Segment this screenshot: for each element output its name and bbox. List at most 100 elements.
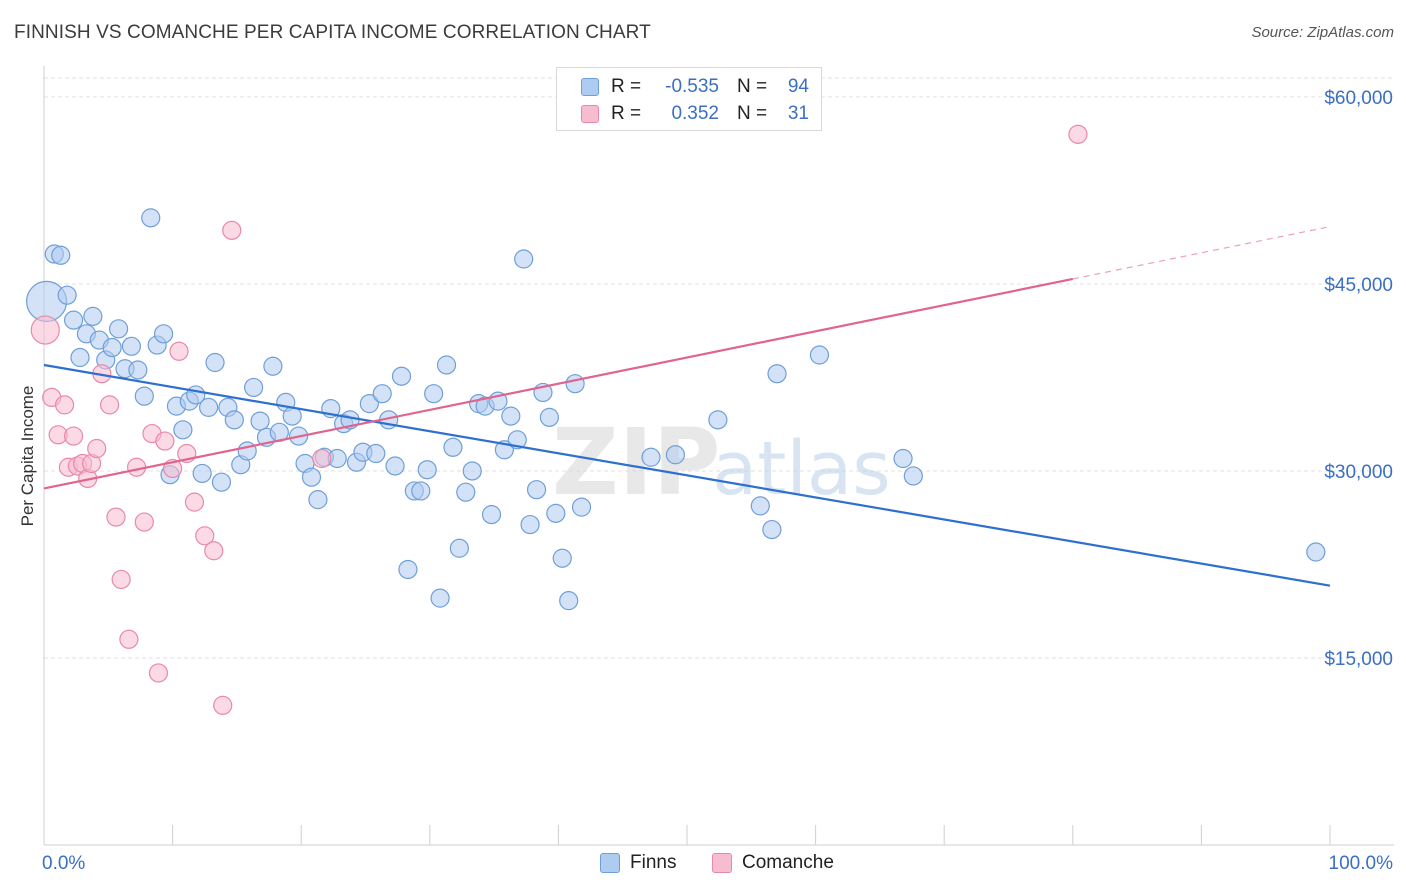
watermark-atlas: atlas <box>712 426 891 512</box>
finns-point <box>359 394 379 414</box>
finns-point <box>430 588 450 608</box>
finns-point <box>481 505 502 525</box>
trend-lines <box>43 226 1331 587</box>
finns-n-value: 94 <box>787 76 809 97</box>
comanche-point <box>111 569 131 590</box>
comanche-point <box>204 541 224 561</box>
legend-item-finns: Finns <box>600 852 676 874</box>
finns-point <box>128 360 148 380</box>
finns-point <box>546 503 566 523</box>
finns-point <box>385 456 405 476</box>
comanche-point <box>312 448 332 469</box>
finns-point <box>224 410 244 430</box>
comanche-point <box>119 629 139 649</box>
chart-title: FINNISH VS COMANCHE PER CAPITA INCOME CO… <box>14 22 651 43</box>
finns-point <box>1306 542 1326 562</box>
comanche-point <box>213 695 233 715</box>
finns-swatch <box>581 78 599 96</box>
finns-point <box>762 519 782 540</box>
comanche-point <box>106 507 126 527</box>
finns-point <box>70 347 90 368</box>
finns-point <box>211 472 232 492</box>
finns-point <box>301 467 322 487</box>
finns-point <box>308 490 328 510</box>
finns-point <box>83 306 103 326</box>
axes <box>43 66 1394 846</box>
finns-legend-label: Finns <box>630 852 677 873</box>
comanche-point <box>148 663 169 683</box>
comanche-n-label: N = <box>737 103 768 124</box>
finns-point <box>526 480 547 500</box>
finns-point <box>708 410 728 430</box>
finns-point <box>665 445 686 465</box>
finns-point <box>250 411 270 431</box>
finns-point <box>391 366 412 386</box>
source-label: Source: ZipAtlas.com <box>1251 24 1394 41</box>
finns-point <box>750 496 770 516</box>
tick-labels: $15,000 $30,000 $45,000 $60,000 0.0% 100.0% <box>42 88 1393 874</box>
comanche-points <box>30 124 1088 715</box>
finns-point <box>134 386 154 406</box>
y-tick-label: $30,000 <box>1324 462 1393 483</box>
finns-point <box>893 448 913 469</box>
finns-point <box>121 336 142 356</box>
gridlines <box>44 77 1394 659</box>
finns-point <box>63 310 84 330</box>
comanche-point <box>99 395 120 415</box>
legend-row-comanche: R = 0.352 N = 31 <box>581 101 809 127</box>
finns-point <box>424 384 444 404</box>
comanche-point <box>1068 124 1088 144</box>
finns-point <box>263 356 283 376</box>
comanche-point <box>195 526 215 546</box>
finns-point <box>244 377 264 398</box>
comanche-point <box>54 395 75 415</box>
finns-point <box>520 514 540 535</box>
finns-point <box>366 443 386 464</box>
comanche-point <box>169 341 189 361</box>
finns-point <box>571 497 592 517</box>
finns-point <box>398 559 418 580</box>
finns-point <box>57 285 77 305</box>
stats-legend: R = -0.535 N = 94 R = 0.352 N = 31 <box>556 67 822 131</box>
finns-point <box>205 352 225 373</box>
finns-point <box>552 548 572 568</box>
comanche-legend-swatch <box>712 853 732 873</box>
finns-legend-swatch <box>600 853 620 873</box>
legend-item-comanche: Comanche <box>712 852 834 874</box>
comanche-point <box>184 492 205 512</box>
finns-point <box>141 208 161 228</box>
finns-point <box>641 447 661 467</box>
watermark: ZIP atlas <box>552 409 891 516</box>
finns-point <box>443 437 463 457</box>
comanche-swatch <box>581 105 599 123</box>
finns-point <box>372 384 392 404</box>
finns-point <box>192 463 212 484</box>
finns-point <box>903 466 923 486</box>
finns-point <box>102 337 122 358</box>
comanche-r-value: 0.352 <box>671 103 719 124</box>
finns-trend-line <box>43 363 1331 587</box>
comanche-trend-line <box>43 277 1074 490</box>
y-tick-label: $15,000 <box>1324 649 1393 670</box>
x-tick-label-min: 0.0% <box>42 853 85 874</box>
comanche-point <box>87 438 107 459</box>
finns-point <box>411 481 431 501</box>
comanche-trend-extension <box>1072 226 1331 280</box>
finns-point <box>809 345 830 365</box>
comanche-point <box>155 431 175 451</box>
comanche-r-label: R = <box>611 103 642 124</box>
comanche-point <box>134 512 154 532</box>
finns-point <box>501 406 521 426</box>
finns-point <box>417 460 437 480</box>
comanche-legend-label: Comanche <box>742 852 834 873</box>
finns-point <box>539 407 559 427</box>
y-tick-label: $45,000 <box>1324 275 1393 296</box>
finns-point <box>449 538 469 558</box>
finns-point <box>199 397 219 417</box>
finns-point <box>462 461 482 481</box>
finns-r-label: R = <box>611 76 642 97</box>
finns-point <box>282 406 302 426</box>
finns-r-value: -0.535 <box>665 76 719 97</box>
finns-point <box>173 420 193 440</box>
